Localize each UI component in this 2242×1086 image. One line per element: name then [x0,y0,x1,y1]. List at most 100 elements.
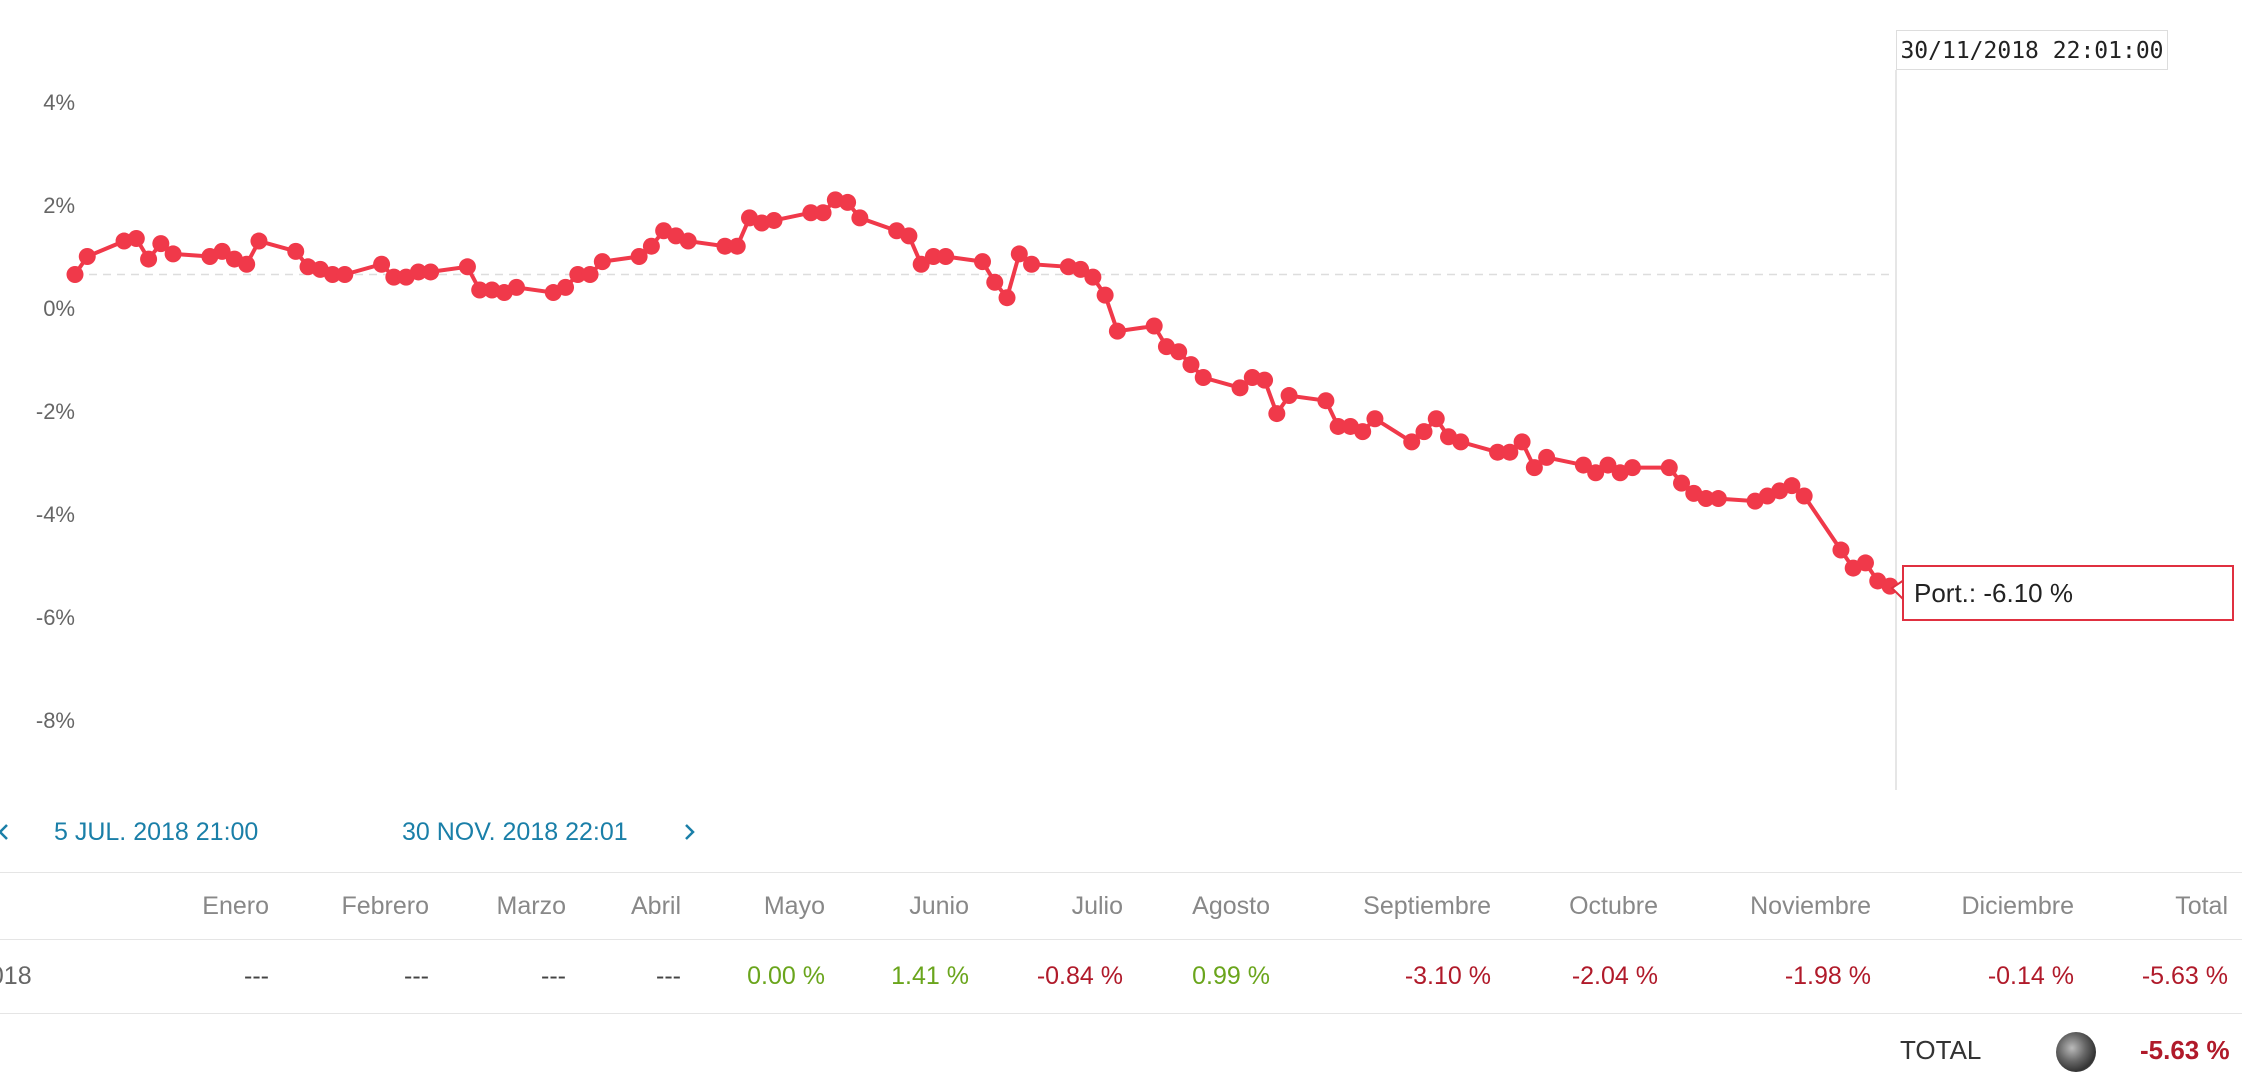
data-point [814,204,832,222]
data-point [1366,410,1384,428]
data-point [1673,474,1691,492]
data-point [1182,356,1200,374]
year-row: 2018 --- --- --- --- 0.00 % 1.41 % -0.84… [0,940,2242,1014]
avatar [2056,1032,2096,1072]
data-point [1231,379,1249,397]
header-noviembre: Noviembre [1750,891,1871,920]
value-abril: --- [656,962,681,990]
data-point [1072,260,1090,278]
total-label: TOTAL [1900,1035,1982,1065]
data-point [287,242,305,260]
header-julio: Julio [1071,891,1123,920]
data-point [471,281,489,299]
value-total: -5.63 % [2141,962,2228,990]
data-point [140,250,158,268]
data-point [409,263,427,281]
hover-date-label: 30/11/2018 22:01:00 [1896,30,2168,70]
value-febrero: --- [404,962,429,990]
value-octubre: -2.04 % [1571,962,1658,990]
chevron-right-icon [685,824,695,840]
value-junio: 1.41 % [891,962,969,990]
data-point [78,248,96,265]
data-point [1513,433,1531,451]
data-point [458,258,476,276]
data-point [839,193,857,211]
y-tick-label: 4% [43,90,75,115]
data-point [1783,477,1801,495]
data-point [1660,459,1678,477]
data-point [765,211,783,229]
data-point [1096,286,1114,304]
header-mayo: Mayo [763,891,825,920]
header-abril: Abril [630,891,681,920]
data-point [1832,541,1850,559]
header-marzo: Marzo [496,891,566,920]
data-point [1194,369,1212,387]
data-point [1538,448,1556,466]
data-point [1108,322,1126,340]
data-point [127,229,145,247]
data-point [1427,410,1445,428]
month-header-row: Enero Febrero Marzo Abril Mayo Junio Jul… [0,872,2242,940]
data-point [851,209,869,227]
data-point [1856,554,1874,572]
header-septiembre: Septiembre [1363,891,1491,920]
chevron-left-icon [0,824,8,840]
data-point [152,235,170,253]
data-point [1587,464,1605,482]
data-point [1795,487,1813,505]
data-point [1452,433,1470,451]
data-point [238,255,256,273]
range-start-label[interactable]: 5 JUL. 2018 21:00 [54,818,259,846]
data-point [1501,443,1519,461]
data-point [912,255,930,273]
data-point [924,248,942,265]
value-agosto: 0.99 % [1192,962,1270,990]
data-point [250,232,268,250]
value-noviembre: -1.98 % [1784,962,1871,990]
data-point [1403,433,1421,451]
y-tick-label: -4% [36,502,75,527]
y-tick-label: -6% [36,605,75,630]
value-septiembre: -3.10 % [1404,962,1491,990]
data-point [66,266,84,284]
data-point [1170,343,1188,361]
data-point [1256,371,1274,389]
data-point [937,248,955,265]
tooltip-pointer [1890,579,1905,601]
data-point [1280,387,1298,405]
data-point [507,278,525,296]
data-point [1415,423,1433,441]
y-tick-label: 0% [43,296,75,321]
data-point [164,245,182,263]
data-point [1709,490,1727,508]
total-row: TOTAL -5.63 % [0,1014,2242,1076]
data-point [385,268,403,286]
data-point [1697,490,1715,508]
value-mayo: 0.00 % [747,962,825,990]
data-point [900,227,918,245]
data-point [1268,405,1286,423]
header-octubre: Octubre [1569,891,1658,920]
data-point [728,237,746,255]
data-point [593,253,611,271]
data-point [581,266,599,284]
data-point [679,232,697,250]
range-end-label[interactable]: 30 NOV. 2018 22:01 [402,818,628,846]
data-point [373,255,391,273]
value-julio: -0.84 % [1036,962,1123,990]
value-marzo: --- [541,962,566,990]
data-point [1010,245,1028,263]
data-point [1084,268,1102,286]
header-junio: Junio [909,891,969,920]
total-value: -5.63 % [2140,1035,2230,1065]
year-label: 2018 [0,962,32,990]
data-point [569,266,587,284]
data-point [1489,443,1507,461]
prev-period-button[interactable] [0,810,24,854]
data-point [630,248,648,265]
data-point [1354,423,1372,441]
header-diciembre: Diciembre [1961,891,2074,920]
chart-canvas: 4% 2% 0% -2% -4% -6% -8% [36,70,1905,790]
next-period-button[interactable] [680,810,710,854]
